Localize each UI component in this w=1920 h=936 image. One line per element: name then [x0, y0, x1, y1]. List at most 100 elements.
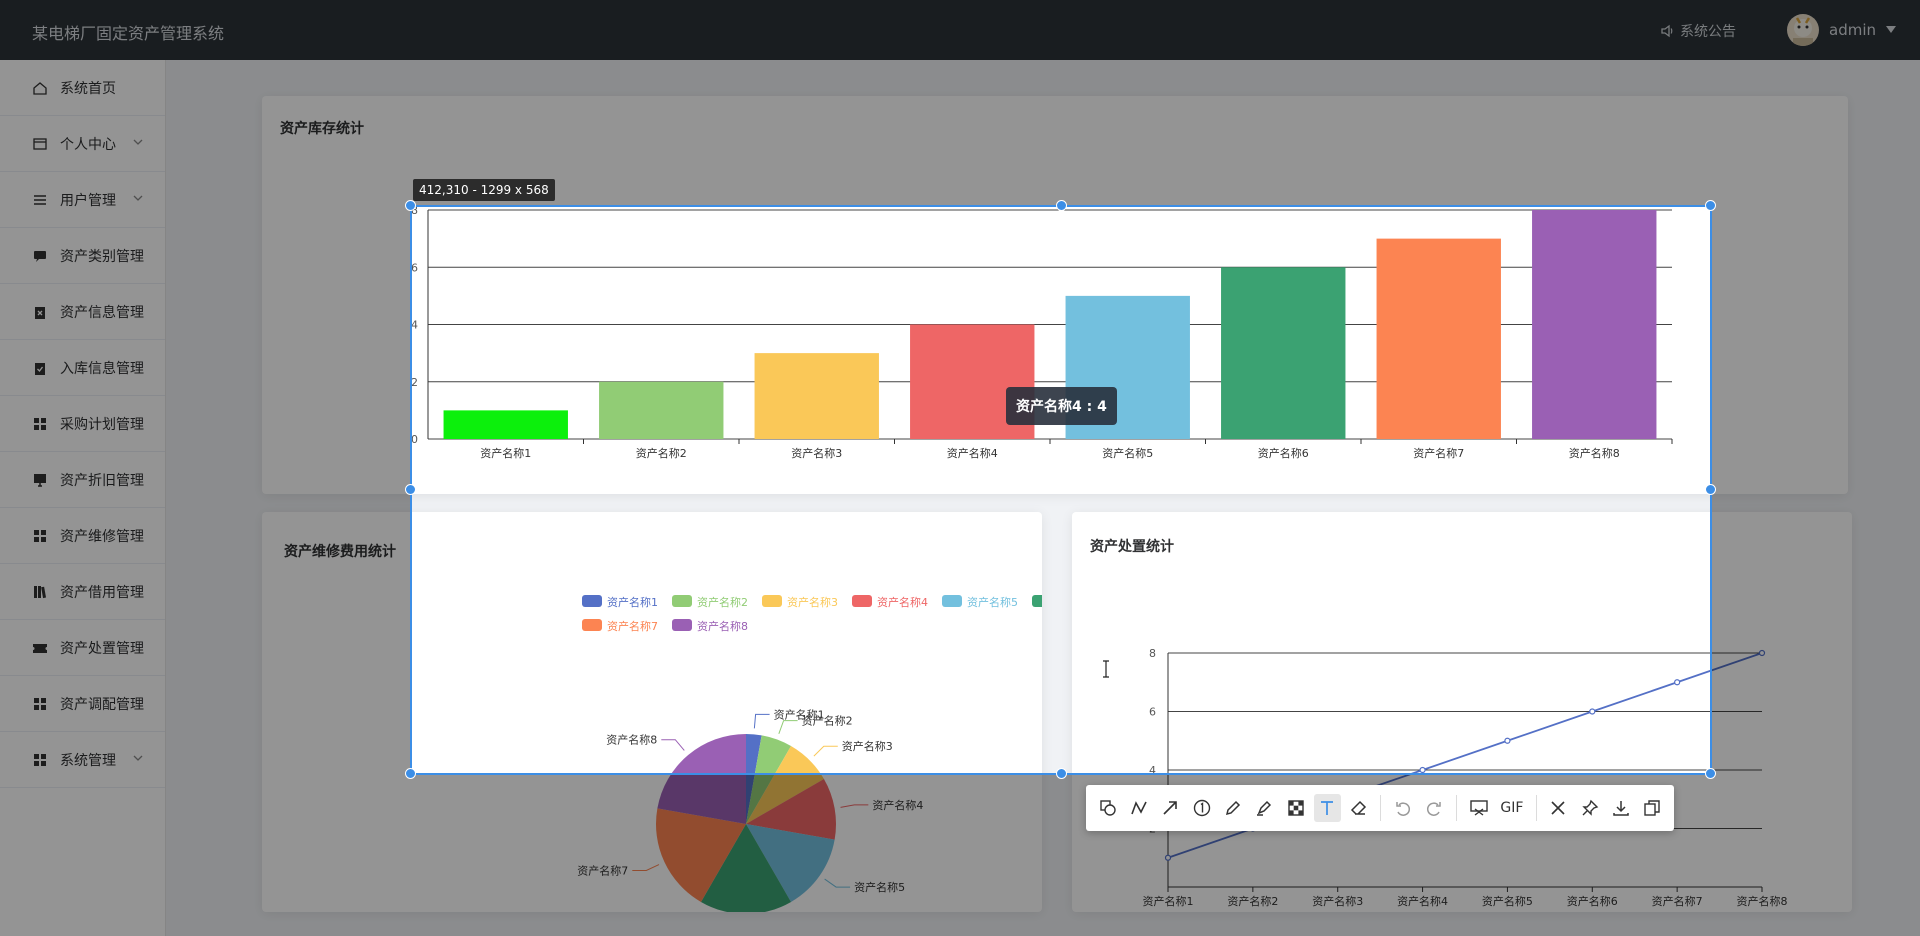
- toolbar-divider: [1380, 795, 1382, 821]
- pie-slice-7: [656, 808, 746, 902]
- line-point-5: [1504, 737, 1511, 744]
- legend-label: 资产名称1: [607, 595, 658, 609]
- x-tick-label: 资产名称8: [1569, 446, 1620, 460]
- legend-label: 资产名称5: [967, 595, 1018, 609]
- highlighter-tool-button[interactable]: [1251, 794, 1278, 822]
- legend-label: 资产名称3: [787, 595, 838, 609]
- pie-leader-line: [840, 804, 869, 808]
- sidebar-item-label: 用户管理: [60, 192, 116, 209]
- x-tick-label: 资产名称4: [947, 446, 998, 460]
- pie-slice-8: [657, 734, 746, 824]
- sidebar-item-13[interactable]: 系统管理: [0, 732, 165, 788]
- notice-label: 系统公告: [1680, 24, 1736, 40]
- sidebar-item-9[interactable]: 资产维修管理: [0, 508, 165, 564]
- sidebar-item-1[interactable]: 系统首页: [0, 60, 165, 116]
- text-tool-button[interactable]: [1313, 794, 1341, 822]
- y-tick-label: 8: [411, 204, 418, 217]
- sidebar-item-8[interactable]: 资产折旧管理: [0, 452, 165, 508]
- sidebar-item-2[interactable]: 个人中心: [0, 116, 165, 172]
- x-tick-label: 资产名称8: [1737, 894, 1788, 908]
- clipboard-x-icon: [32, 304, 48, 320]
- grid-icon: [32, 416, 48, 432]
- redo-icon: [1427, 802, 1441, 816]
- grid-icon: [32, 528, 48, 544]
- sidebar-item-5[interactable]: 资产信息管理: [0, 284, 165, 340]
- redo-button[interactable]: [1421, 794, 1448, 822]
- x-tick-label: 资产名称1: [480, 446, 531, 460]
- x-tick-label: 资产名称2: [636, 446, 687, 460]
- x-tick-label: 资产名称3: [791, 446, 842, 460]
- chart-tooltip: 资产名称4 : 4: [1006, 387, 1117, 425]
- legend-swatch: [1032, 595, 1042, 607]
- sidebar-item-3[interactable]: 用户管理: [0, 172, 165, 228]
- x-tick-label: 资产名称2: [1227, 894, 1278, 908]
- clipboard-check-icon: [32, 360, 48, 376]
- mosaic-tool-button[interactable]: [1282, 794, 1309, 822]
- sidebar-item-6[interactable]: 入库信息管理: [0, 340, 165, 396]
- x-tick-label: 资产名称5: [1482, 894, 1533, 908]
- sidebar-item-7[interactable]: 采购计划管理: [0, 396, 165, 452]
- eraser-tool-button[interactable]: [1345, 794, 1372, 822]
- pie-leader-line: [661, 739, 685, 751]
- repair-chart-title: 资产维修费用统计: [284, 544, 396, 560]
- download-button[interactable]: [1607, 794, 1634, 822]
- pie-label: 资产名称7: [577, 863, 628, 877]
- user-name: admin: [1829, 21, 1876, 39]
- x-tick-label: 资产名称7: [1413, 446, 1464, 460]
- sidebar-item-10[interactable]: 资产借用管理: [0, 564, 165, 620]
- undo-icon: [1396, 802, 1410, 816]
- pie-label: 资产名称2: [802, 714, 853, 728]
- pin-icon: [1581, 799, 1598, 816]
- sidebar-item-label: 系统首页: [60, 80, 116, 97]
- number-tool-button[interactable]: [1188, 794, 1215, 822]
- bar-6: [1221, 267, 1346, 439]
- user-menu[interactable]: admin: [1787, 14, 1896, 46]
- screenshot-cut-icon: [1469, 800, 1488, 816]
- screenshot-toolbar: GIF: [1086, 785, 1674, 831]
- sidebar-item-11[interactable]: 资产处置管理: [0, 620, 165, 676]
- legend-label: 资产名称8: [697, 619, 748, 633]
- sidebar-item-4[interactable]: 资产类别管理: [0, 228, 165, 284]
- disposal-line-chart: 2468资产名称1资产名称2资产名称3资产名称4资产名称5资产名称6资产名称7资…: [1143, 647, 1788, 908]
- undo-button[interactable]: [1389, 794, 1416, 822]
- chevron-down-icon: [133, 192, 143, 206]
- pie-slice-5: [746, 824, 835, 902]
- pie-slice-6: [701, 824, 791, 912]
- legend-swatch: [582, 595, 602, 607]
- shape-tool-button[interactable]: [1094, 794, 1121, 822]
- legend-label: 资产名称4: [877, 595, 928, 609]
- repair-chart-card: 资产维修费用统计 资产名称1资产名称2资产名称3资产名称4资产名称5资产名称6资…: [262, 512, 1042, 912]
- line-point-7: [1674, 679, 1681, 686]
- close-button[interactable]: [1545, 794, 1572, 822]
- sidebar-item-label: 资产调配管理: [60, 696, 144, 713]
- bar-8: [1532, 210, 1657, 439]
- system-notice-button[interactable]: 系统公告: [1660, 21, 1736, 41]
- legend-swatch: [852, 595, 872, 607]
- chevron-down-icon: [133, 752, 143, 766]
- ocr-button[interactable]: [1465, 794, 1492, 822]
- legend-label: 资产名称2: [697, 595, 748, 609]
- sidebar-item-label: 资产借用管理: [60, 584, 144, 601]
- arrow-tool-button[interactable]: [1157, 794, 1184, 822]
- copy-button[interactable]: [1639, 794, 1666, 822]
- line-point-6: [1589, 708, 1596, 715]
- pie-leader-line: [813, 745, 838, 757]
- text-cursor-icon: [1103, 660, 1109, 678]
- card-icon: [32, 136, 48, 152]
- sidebar-item-label: 系统管理: [60, 752, 116, 769]
- book-icon: [32, 584, 48, 600]
- y-tick-label: 0: [411, 433, 418, 446]
- gif-button[interactable]: GIF: [1496, 794, 1527, 822]
- avatar: [1787, 14, 1819, 46]
- home-icon: [32, 80, 48, 96]
- sidebar-item-12[interactable]: 资产调配管理: [0, 676, 165, 732]
- pen-tool-button[interactable]: [1219, 794, 1246, 822]
- disposal-chart-card: 资产处置统计 2468资产名称1资产名称2资产名称3资产名称4资产名称5资产名称…: [1072, 512, 1852, 912]
- y-tick-label: 6: [411, 261, 418, 274]
- gif-label: GIF: [1500, 800, 1524, 816]
- x-tick-label: 资产名称5: [1102, 446, 1153, 460]
- polyline-tool-button[interactable]: [1125, 794, 1152, 822]
- pin-button[interactable]: [1576, 794, 1603, 822]
- selection-size-label: 412,310 - 1299 x 568: [413, 179, 555, 201]
- sidebar-item-label: 采购计划管理: [60, 416, 144, 433]
